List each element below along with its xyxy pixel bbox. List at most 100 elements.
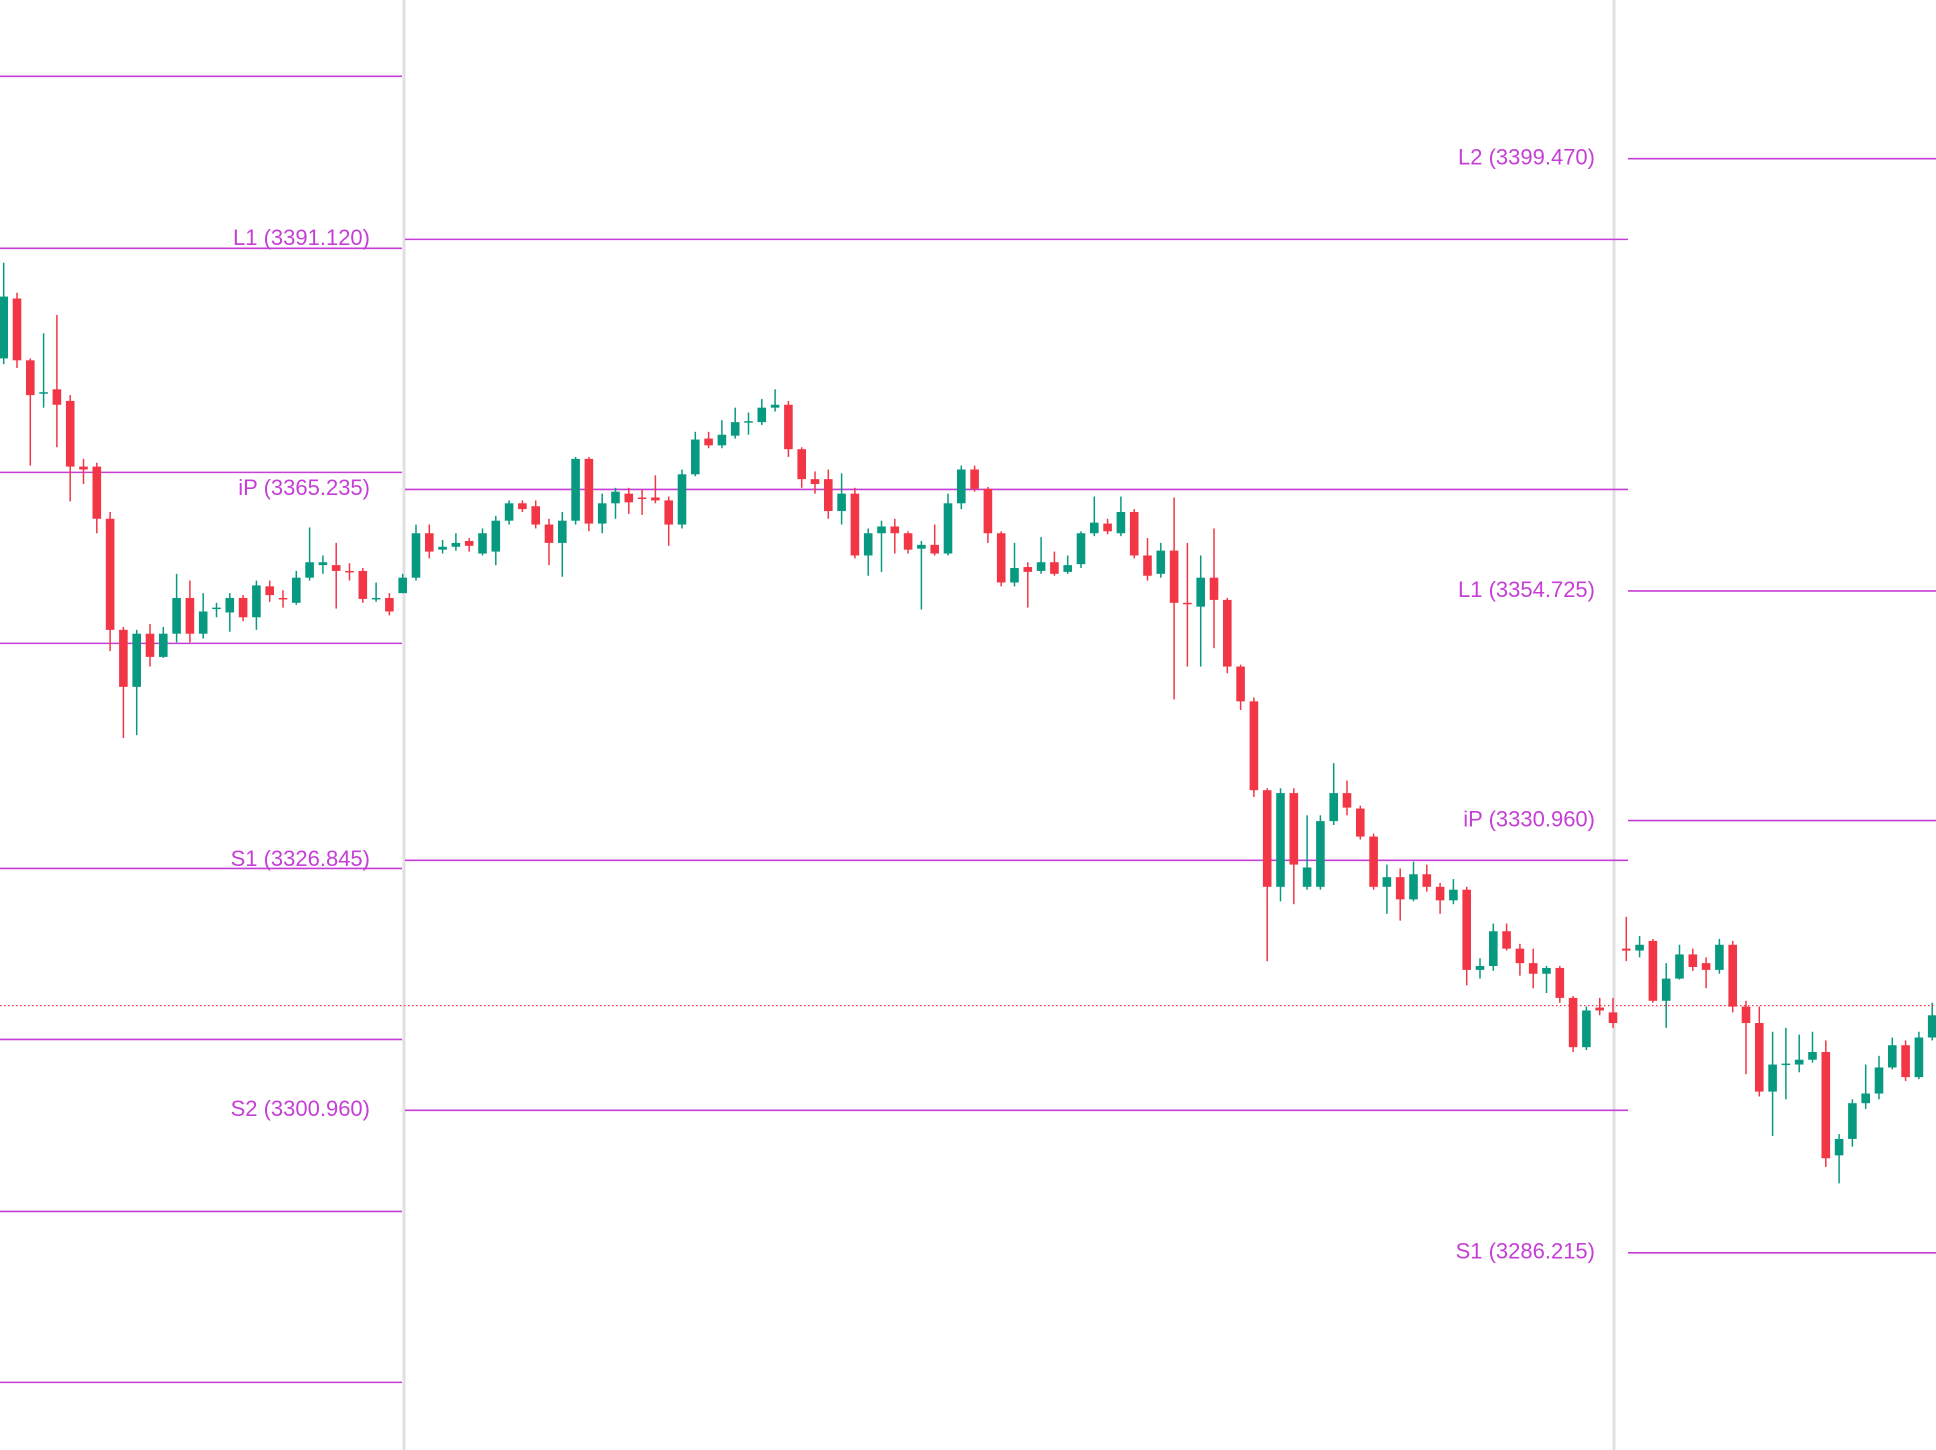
candle-body bbox=[1715, 944, 1724, 970]
candle-body bbox=[198, 611, 208, 634]
candle-body bbox=[837, 493, 846, 512]
pivot-label: S1 (3326.845) bbox=[231, 846, 370, 871]
candle-body bbox=[558, 520, 567, 543]
candle-body bbox=[1755, 1023, 1764, 1092]
candle-body bbox=[531, 506, 540, 525]
candle-body bbox=[12, 298, 22, 361]
candle-body bbox=[1635, 944, 1644, 951]
pivot-label: L1 (3391.120) bbox=[233, 225, 370, 250]
candle-body bbox=[1382, 877, 1392, 887]
candle-body bbox=[637, 497, 647, 500]
candle-body bbox=[730, 422, 740, 436]
candle-body bbox=[1223, 599, 1232, 667]
candle-body bbox=[1901, 1045, 1910, 1078]
candle-body bbox=[1821, 1051, 1831, 1159]
candle-body bbox=[105, 518, 115, 630]
candle-body bbox=[212, 607, 221, 610]
candle-body bbox=[1834, 1138, 1844, 1156]
pivot-label: L2 (3399.470) bbox=[1458, 145, 1595, 170]
candle-body bbox=[757, 407, 767, 423]
candle-body bbox=[318, 562, 328, 566]
candle-body bbox=[185, 597, 195, 634]
candle-body bbox=[1276, 793, 1285, 887]
candle-body bbox=[1023, 567, 1033, 572]
candle-body bbox=[704, 438, 713, 446]
candle-body bbox=[1808, 1051, 1817, 1060]
candle-body bbox=[172, 597, 181, 634]
candle-body bbox=[292, 577, 301, 603]
candle-body bbox=[584, 458, 594, 524]
candle-body bbox=[1169, 550, 1179, 603]
pivot-label: S2 (3300.960) bbox=[231, 1096, 370, 1121]
candle-body bbox=[491, 520, 501, 552]
candle-body bbox=[877, 526, 886, 534]
candle-body bbox=[850, 493, 860, 556]
candle-body bbox=[145, 633, 155, 657]
candle-body bbox=[1688, 954, 1698, 967]
candle-body bbox=[1302, 867, 1312, 887]
candle-body bbox=[79, 466, 88, 470]
candle-body bbox=[39, 392, 48, 394]
candle-body bbox=[518, 503, 527, 510]
candle-body bbox=[371, 597, 381, 600]
candle-body bbox=[1183, 602, 1192, 605]
candle-body bbox=[797, 449, 806, 480]
candle-body bbox=[225, 597, 235, 613]
candle-body bbox=[784, 404, 793, 450]
candle-body bbox=[1848, 1103, 1857, 1139]
candle-body bbox=[863, 533, 873, 556]
candle-body bbox=[770, 404, 780, 408]
candle-body bbox=[1927, 1015, 1936, 1038]
candle-body bbox=[1489, 931, 1498, 967]
candle-body bbox=[1861, 1093, 1870, 1104]
candle-body bbox=[1409, 874, 1418, 900]
candle-body bbox=[504, 503, 514, 521]
candle-body bbox=[1475, 966, 1485, 970]
candle-body bbox=[52, 389, 62, 405]
candle-body bbox=[1528, 963, 1538, 974]
candle-body bbox=[957, 469, 966, 504]
candle-body bbox=[544, 524, 554, 543]
candle-body bbox=[464, 540, 474, 546]
candle-body bbox=[890, 526, 900, 534]
candle-body bbox=[398, 577, 407, 594]
candle-body bbox=[1090, 522, 1099, 534]
candle-body bbox=[1342, 793, 1352, 808]
candle-body bbox=[1395, 877, 1405, 900]
candle-body bbox=[438, 546, 447, 550]
candle-body bbox=[1595, 1007, 1604, 1011]
candle-body bbox=[1542, 967, 1551, 974]
candle-body bbox=[238, 597, 248, 618]
candle-body bbox=[1582, 1010, 1591, 1048]
candle-body bbox=[624, 493, 634, 503]
candle-body bbox=[983, 488, 993, 534]
candle-body bbox=[810, 479, 820, 484]
pivot-label: iP (3365.235) bbox=[238, 475, 370, 500]
candle-body bbox=[278, 597, 288, 600]
candle-body bbox=[1329, 793, 1338, 822]
candle-body bbox=[1156, 550, 1166, 574]
candle-body bbox=[970, 469, 979, 489]
candle-body bbox=[1914, 1037, 1924, 1078]
candle-body bbox=[1568, 997, 1578, 1048]
candle-body bbox=[1701, 963, 1711, 970]
candle-body bbox=[132, 633, 141, 687]
candle-body bbox=[824, 479, 833, 512]
candle-body bbox=[1143, 555, 1152, 576]
candle-body bbox=[1076, 533, 1086, 565]
candle-body bbox=[358, 570, 368, 599]
candle-body bbox=[917, 544, 926, 549]
candle-body bbox=[1209, 577, 1219, 600]
candle-body bbox=[1648, 940, 1658, 1001]
candle-body bbox=[411, 533, 421, 578]
candle-body bbox=[597, 503, 607, 524]
candle-body bbox=[385, 597, 394, 612]
candle-body bbox=[1010, 568, 1019, 583]
pivot-label: S1 (3286.215) bbox=[1456, 1239, 1595, 1264]
candle-body bbox=[1661, 978, 1671, 1001]
candle-body bbox=[345, 570, 354, 573]
candle-body bbox=[677, 474, 687, 525]
